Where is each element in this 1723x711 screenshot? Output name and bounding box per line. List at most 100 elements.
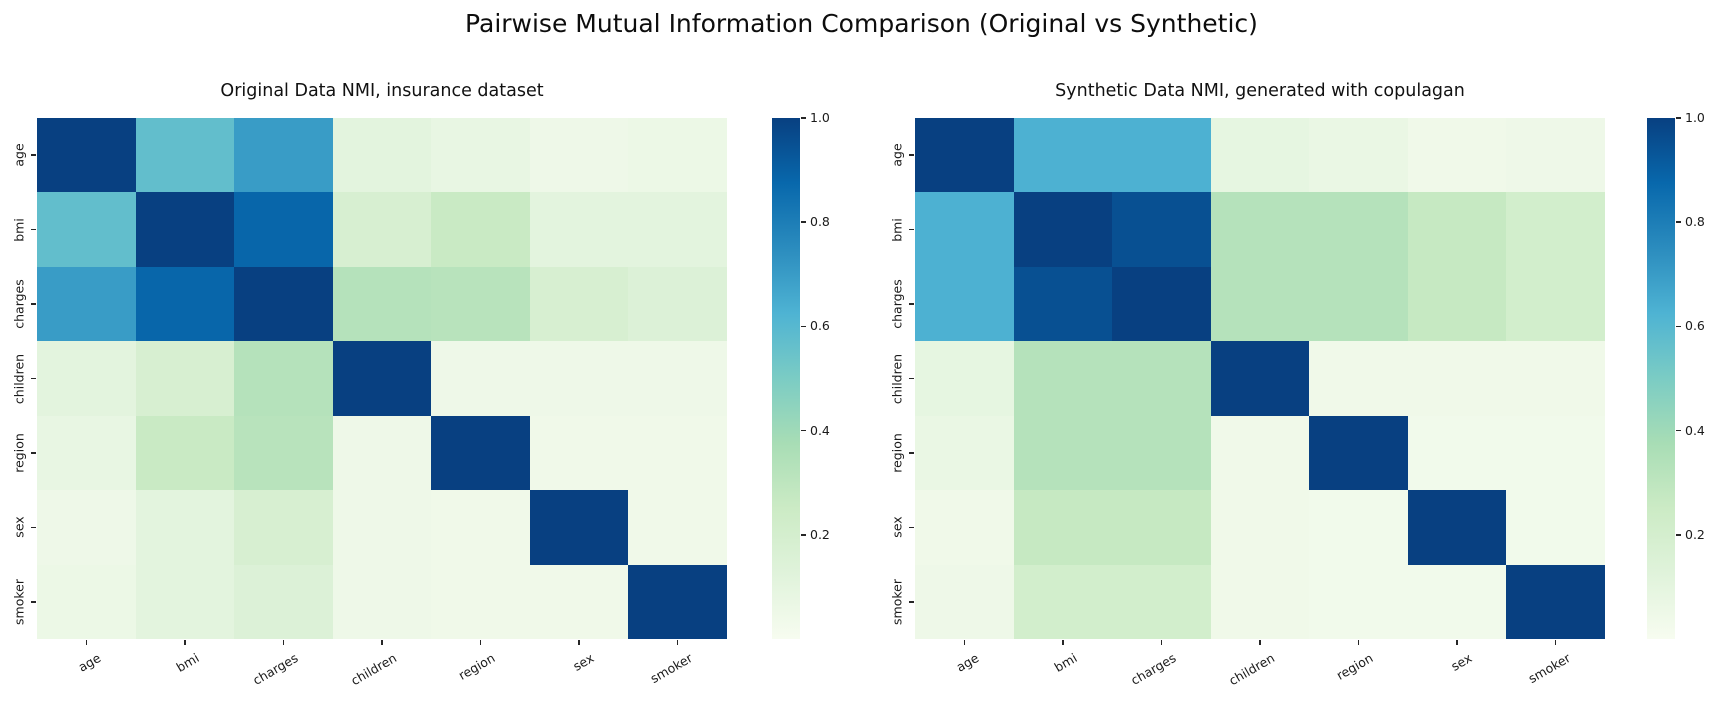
heatmap-cell [1407,266,1507,342]
heatmap-cell [915,341,1015,417]
heatmap-cell [1013,490,1113,566]
heatmap-cell [529,341,629,417]
x-tick-label: region [1333,650,1376,683]
heatmap-cell [915,266,1015,342]
x-tick-mark [85,640,88,645]
colorbar-synthetic [1647,118,1675,639]
colorbar-tick-mark [1676,429,1681,432]
colorbar-tick-mark [1676,221,1681,223]
heatmap-cell [529,415,629,491]
heatmap-cell [1112,192,1212,268]
heatmap-cell [1506,118,1606,193]
heatmap-cell [135,415,235,491]
heatmap-cell [1407,118,1507,193]
x-tick-label: smoker [1525,650,1573,687]
heatmap-cell [37,564,137,640]
heatmap-cell [431,564,531,640]
colorbar-tick-mark [1676,325,1681,328]
heatmap-cell [529,118,629,193]
heatmap-cell [234,564,334,640]
heatmap-cell [1309,341,1409,417]
heatmap-cell [37,490,137,566]
y-tick-label: charges [11,279,27,329]
heatmap-cell [1309,266,1409,342]
heatmap-cell [1506,490,1606,566]
x-tick-label: bmi [173,650,202,675]
heatmap-cell [135,564,235,640]
heatmap-cell [1210,118,1310,193]
heatmap-cell [1210,266,1310,342]
x-tick-mark [282,640,285,645]
heatmap-original [37,118,728,640]
heatmap-cell [1506,415,1606,491]
y-tick-mark [909,452,914,454]
x-tick-mark [1357,640,1360,645]
heatmap-cell [1506,341,1606,417]
heatmap-cell [37,266,137,342]
x-tick-label: age [75,650,104,675]
x-tick-label: children [1226,650,1277,689]
x-tick-mark [963,640,966,645]
heatmap-cell [1309,415,1409,491]
heatmap-cell [37,118,137,193]
heatmap-cell [1309,118,1409,193]
heatmap-cell [431,118,531,193]
heatmap-cell [332,341,432,417]
panel-title-synthetic: Synthetic Data NMI, generated with copul… [1055,81,1465,101]
y-tick-label: charges [889,279,905,329]
heatmap-cell [1407,192,1507,268]
y-tick-mark [31,228,36,231]
y-tick-label: region [11,433,27,473]
colorbar-tick-mark [801,325,806,328]
y-tick-mark [31,452,36,454]
y-tick-label: region [889,433,905,473]
heatmap-cell [628,341,728,417]
x-tick-label: region [455,650,498,683]
figure-title: Pairwise Mutual Information Comparison (… [465,9,1258,38]
heatmap-cell [332,118,432,193]
x-tick-mark [479,640,482,645]
heatmap-cell [1309,564,1409,640]
heatmap-cell [431,266,531,342]
heatmap-cell [332,564,432,640]
heatmap-cell [1013,118,1113,193]
heatmap-cell [332,266,432,342]
y-tick-label: sex [889,516,905,539]
heatmap-cell [234,490,334,566]
colorbar-tick-mark [801,429,806,432]
colorbar-tick-label: 1.0 [1685,110,1705,125]
heatmap-cell [431,415,531,491]
heatmap-cell [431,341,531,417]
heatmap-cell [1112,415,1212,491]
colorbar-tick-mark [801,117,806,119]
y-tick-label: smoker [889,578,905,625]
heatmap-cell [1506,266,1606,342]
heatmap-cell [1112,564,1212,640]
y-tick-mark [909,526,914,529]
colorbar-tick-mark [1676,117,1681,119]
x-tick-label: bmi [1051,650,1080,675]
heatmap-cell [1210,490,1310,566]
x-tick-label: smoker [647,650,695,687]
heatmap-cell [1210,415,1310,491]
heatmap-cell [1407,564,1507,640]
heatmap-cell [1210,341,1310,417]
colorbar-tick-label: 0.2 [1685,526,1705,542]
x-tick-mark [1259,640,1261,645]
colorbar-tick-label: 0.8 [1685,214,1705,230]
heatmap-cell [1407,341,1507,417]
colorbar-tick-mark [801,534,806,536]
x-tick-label: children [348,650,399,689]
heatmap-cell [1112,490,1212,566]
heatmap-cell [135,490,235,566]
heatmap-cell [1013,341,1113,417]
x-tick-label: sex [570,650,597,674]
heatmap-cell [628,415,728,491]
x-tick-mark [1456,640,1458,645]
heatmap-cell [529,490,629,566]
heatmap-cell [1309,192,1409,268]
heatmap-cell [1013,266,1113,342]
heatmap-cell [915,192,1015,268]
heatmap-cell [332,490,432,566]
y-tick-label: age [11,143,27,167]
